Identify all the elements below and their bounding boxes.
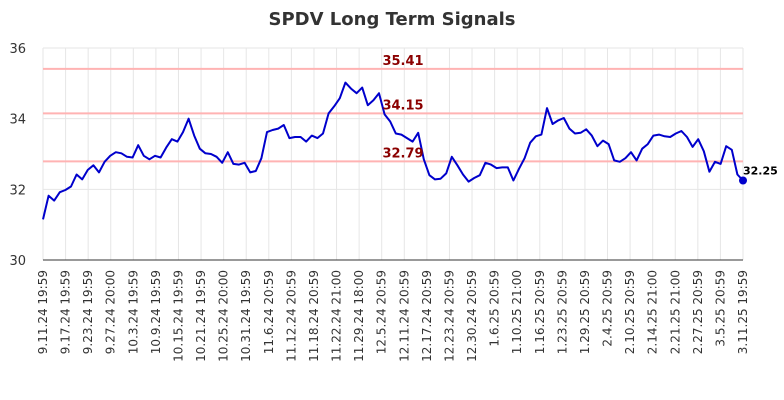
x-tick-label: 9.23.24 19:59 <box>81 270 95 354</box>
x-tick-label: 2.10.25 20:59 <box>623 270 637 354</box>
labels: 35.41 34.15 32.79 32.25 <box>382 54 777 178</box>
last-point-marker <box>739 176 747 185</box>
reference-lines <box>43 67 743 163</box>
x-tick-label: 1.23.25 20:59 <box>555 270 569 354</box>
x-tick-label: 11.22.24 21:00 <box>330 270 344 362</box>
x-tick-label: 12.11.24 20:59 <box>397 270 411 362</box>
series-line <box>42 81 744 220</box>
x-tick-label: 11.18.24 20:59 <box>307 270 321 362</box>
reference-line-label: 32.79 <box>382 146 423 161</box>
x-tick-label: 3.11.25 19:59 <box>736 270 750 354</box>
x-tick-label: 1.6.25 20:59 <box>488 270 502 347</box>
reference-line-label: 35.41 <box>382 54 423 69</box>
x-tick-label: 2.21.25 21:00 <box>668 270 682 354</box>
series-layer <box>42 81 747 220</box>
x-tick-label: 12.30.24 20:59 <box>465 270 479 362</box>
x-tick-label: 10.25.24 20:00 <box>217 270 231 362</box>
x-tick-label: 10.31.24 19:59 <box>239 270 253 362</box>
x-tick-label: 10.15.24 19:59 <box>171 270 185 362</box>
x-tick-label: 9.11.24 19:59 <box>36 270 50 354</box>
x-tick-label: 10.21.24 19:59 <box>194 270 208 362</box>
x-tick-label: 12.23.24 20:59 <box>442 270 456 362</box>
reference-line-label: 34.15 <box>382 98 423 113</box>
x-tick-label: 11.12.24 20:59 <box>284 270 298 362</box>
x-tick-label: 2.27.25 20:59 <box>691 270 705 354</box>
x-tick-label: 12.17.24 20:59 <box>420 270 434 362</box>
x-tick-label: 9.17.24 19:59 <box>59 270 73 354</box>
grid <box>42 47 744 261</box>
y-tick-label: 34 <box>9 113 26 128</box>
x-tick-label: 12.5.24 20:59 <box>375 270 389 354</box>
chart-title: SPDV Long Term Signals <box>269 9 516 30</box>
x-tick-label: 1.10.25 21:00 <box>510 270 524 354</box>
x-tick-label: 2.4.25 20:59 <box>601 270 615 347</box>
x-tick-label: 2.14.25 21:00 <box>646 270 660 354</box>
last-value-label: 32.25 <box>743 165 778 178</box>
x-tick-label: 1.29.25 20:59 <box>578 270 592 354</box>
x-tick-label: 11.29.24 18:00 <box>352 270 366 362</box>
y-tick-label: 36 <box>9 42 26 57</box>
axes: 30 32 34 36 9.11.24 19:59 9.17.24 19:59 9.23.2… <box>9 42 750 362</box>
y-tick-label: 30 <box>9 254 26 269</box>
x-tick-label: 1.16.25 20:59 <box>533 270 547 354</box>
x-tick-label: 3.5.25 20:59 <box>713 270 727 347</box>
x-tick-label: 10.9.24 19:59 <box>149 270 163 354</box>
x-tick-label: 10.3.24 19:59 <box>126 270 140 354</box>
x-tick-label: 9.27.24 20:00 <box>104 270 118 354</box>
x-tick-label: 11.6.24 20:59 <box>262 270 276 354</box>
y-tick-label: 32 <box>9 183 26 198</box>
